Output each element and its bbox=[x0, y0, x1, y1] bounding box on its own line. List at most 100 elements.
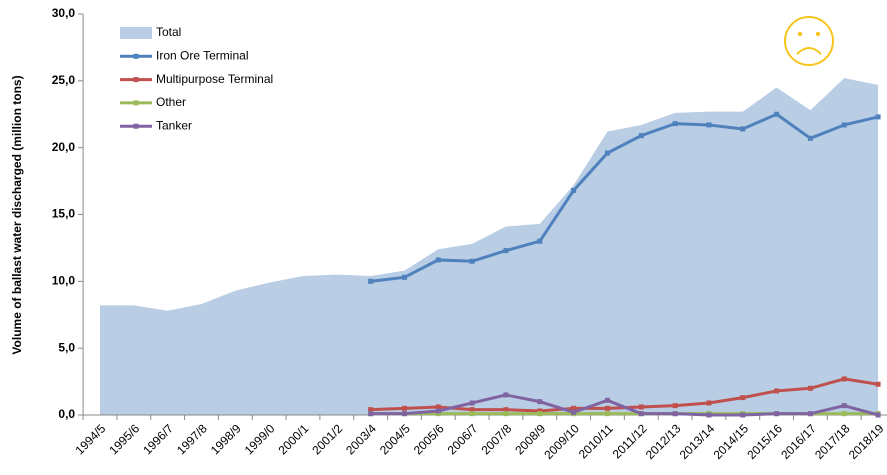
x-tick-label: 2005/6 bbox=[411, 421, 447, 457]
line bbox=[370, 393, 879, 417]
marker bbox=[774, 111, 780, 117]
y-tick-label: 25,0 bbox=[52, 73, 76, 87]
x-tick-label: 2006/7 bbox=[445, 421, 481, 457]
y-tick-label: 0,0 bbox=[58, 407, 75, 421]
y-tick-label: 15,0 bbox=[52, 207, 76, 221]
marker bbox=[774, 411, 780, 417]
marker bbox=[368, 411, 374, 417]
marker bbox=[740, 395, 746, 401]
legend-swatch bbox=[120, 27, 152, 39]
marker bbox=[368, 278, 374, 284]
marker bbox=[740, 412, 746, 418]
marker bbox=[604, 150, 610, 156]
legend-marker bbox=[133, 53, 139, 59]
marker bbox=[841, 411, 847, 417]
x-tick-label: 1995/6 bbox=[106, 421, 142, 457]
y-tick-label: 20,0 bbox=[52, 140, 76, 154]
x-tick-label: 2000/1 bbox=[275, 421, 311, 457]
marker bbox=[672, 411, 678, 417]
marker bbox=[604, 411, 610, 417]
legend-label: Iron Ore Terminal bbox=[156, 48, 248, 62]
marker bbox=[503, 248, 509, 254]
marker bbox=[638, 133, 644, 139]
marker bbox=[469, 400, 475, 406]
y-tick-label: 30,0 bbox=[52, 6, 76, 20]
marker bbox=[435, 408, 441, 414]
marker bbox=[435, 411, 441, 417]
marker bbox=[740, 126, 746, 132]
x-tick-label: 2003/4 bbox=[343, 421, 379, 457]
x-tick-label: 2004/5 bbox=[377, 421, 413, 457]
x-tick-label: 1994/5 bbox=[73, 421, 109, 457]
marker bbox=[604, 405, 610, 411]
marker bbox=[706, 122, 712, 128]
x-tick-label: 1997/8 bbox=[174, 421, 210, 457]
marker bbox=[841, 403, 847, 409]
marker bbox=[638, 404, 644, 410]
marker bbox=[401, 411, 407, 417]
marker bbox=[537, 399, 543, 405]
marker bbox=[638, 411, 644, 417]
marker bbox=[469, 258, 475, 264]
marker bbox=[503, 411, 509, 417]
y-tick-label: 5,0 bbox=[58, 340, 75, 354]
marker bbox=[807, 135, 813, 141]
marker bbox=[435, 404, 441, 410]
y-axis-label: Volume of ballast water discharged (mill… bbox=[10, 75, 24, 354]
x-tick-label: 1996/7 bbox=[140, 421, 176, 457]
marker bbox=[672, 403, 678, 409]
marker bbox=[469, 411, 475, 417]
x-tick-label: 2011/12 bbox=[610, 421, 650, 461]
marker bbox=[774, 388, 780, 394]
marker bbox=[469, 407, 475, 413]
x-tick-label: 2007/8 bbox=[478, 421, 514, 457]
marker bbox=[672, 121, 678, 127]
x-tick-label: 2015/16 bbox=[744, 421, 785, 462]
line bbox=[370, 112, 879, 283]
legend-label: Multipurpose Terminal bbox=[156, 72, 273, 86]
marker bbox=[537, 408, 543, 414]
marker bbox=[435, 257, 441, 263]
x-tick-label: 2017/18 bbox=[812, 421, 853, 462]
marker bbox=[841, 376, 847, 382]
area bbox=[100, 78, 879, 415]
marker bbox=[503, 407, 509, 413]
legend-label: Total bbox=[156, 25, 181, 39]
marker bbox=[807, 411, 813, 417]
legend-marker bbox=[133, 100, 139, 106]
marker bbox=[368, 407, 374, 413]
sad-face-icon bbox=[784, 16, 834, 66]
marker bbox=[571, 409, 577, 415]
x-tick-label: 2013/14 bbox=[677, 421, 718, 462]
marker bbox=[706, 412, 712, 418]
marker bbox=[537, 411, 543, 417]
marker bbox=[401, 274, 407, 280]
marker bbox=[807, 385, 813, 391]
legend-marker bbox=[133, 77, 139, 83]
marker bbox=[875, 412, 881, 418]
x-tick-label: 2018/19 bbox=[846, 421, 887, 462]
marker bbox=[875, 381, 881, 387]
x-tick-label: 1998/9 bbox=[208, 421, 244, 457]
marker bbox=[875, 114, 881, 120]
marker bbox=[604, 397, 610, 403]
legend-label: Tanker bbox=[156, 118, 192, 132]
x-tick-label: 1999/0 bbox=[242, 421, 278, 457]
x-tick-label: 2001/2 bbox=[309, 421, 345, 457]
legend-label: Other bbox=[156, 95, 186, 109]
x-tick-label: 2014/15 bbox=[711, 421, 752, 462]
legend-marker bbox=[133, 123, 139, 129]
x-tick-label: 2009/10 bbox=[541, 421, 582, 462]
y-tick-label: 10,0 bbox=[52, 274, 76, 288]
marker bbox=[841, 122, 847, 128]
marker bbox=[571, 405, 577, 411]
marker bbox=[706, 400, 712, 406]
x-tick-label: 2010/11 bbox=[576, 421, 616, 461]
marker bbox=[503, 392, 509, 398]
marker bbox=[571, 187, 577, 193]
x-tick-label: 2012/13 bbox=[643, 421, 684, 462]
marker bbox=[401, 405, 407, 411]
x-tick-label: 2016/17 bbox=[778, 421, 819, 462]
marker bbox=[537, 238, 543, 244]
